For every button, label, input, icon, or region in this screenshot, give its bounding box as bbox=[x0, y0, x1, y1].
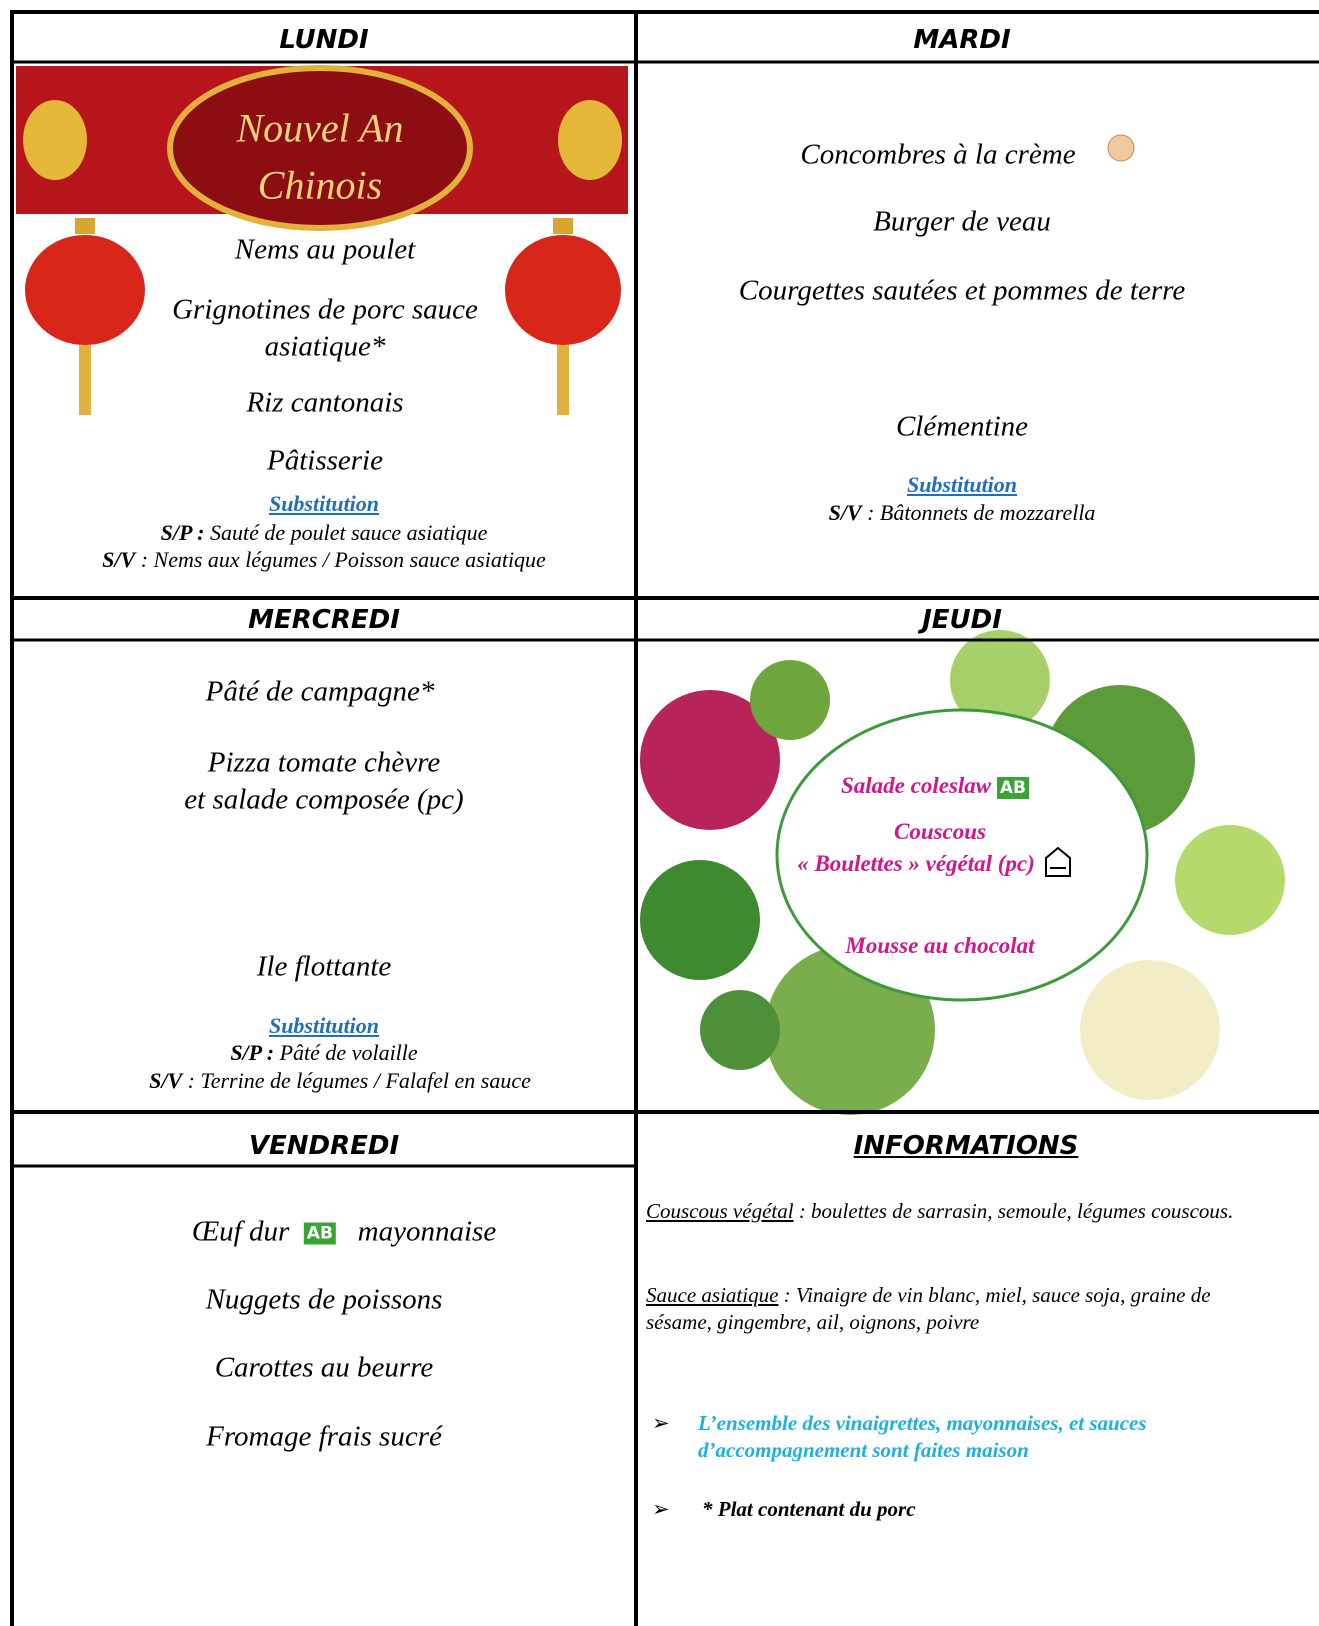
text: : Bâtonnets de mozzarella bbox=[861, 500, 1096, 525]
menu-item: Salade coleslaw AB bbox=[840, 773, 1030, 799]
banner-text: Nouvel An bbox=[236, 105, 404, 151]
menu-item: Fromage frais sucré bbox=[206, 1420, 442, 1453]
menu-item: Pâtisserie bbox=[267, 444, 383, 477]
rabbit bbox=[23, 100, 87, 180]
day-header: LUNDI bbox=[279, 25, 369, 55]
text: Salade coleslaw bbox=[840, 773, 992, 798]
text: Œuf dur bbox=[191, 1215, 290, 1248]
substitution-title[interactable]: Substitution bbox=[268, 1013, 380, 1038]
table-lines bbox=[10, 10, 1319, 1626]
info-bullet: ➢ L’ensemble des vinaigrettes, mayonnaise… bbox=[652, 1410, 1232, 1464]
text: Sauté de poulet sauce asiatique bbox=[204, 520, 488, 545]
banner-frame bbox=[167, 65, 473, 231]
menu-item: Concombres à la crème bbox=[800, 138, 1076, 171]
term: Sauce asiatique bbox=[646, 1283, 779, 1307]
menu-item: Ile flottante bbox=[256, 950, 392, 983]
text: : boulettes de sarrasin, semoule, légume… bbox=[793, 1199, 1234, 1223]
menu-item: Burger de veau bbox=[873, 205, 1051, 238]
label: S/P : bbox=[230, 1040, 275, 1065]
vegetables bbox=[640, 630, 1285, 1115]
day-header: MERCREDI bbox=[248, 605, 400, 635]
substitution-title[interactable]: Substitution bbox=[268, 491, 380, 516]
substitution-line: S/V : Bâtonnets de mozzarella bbox=[829, 500, 1096, 526]
menu-item: Carottes au beurre bbox=[214, 1351, 434, 1384]
substitution-line: S/V : Terrine de légumes / Falafel en sa… bbox=[149, 1068, 531, 1094]
icon bbox=[1107, 134, 1135, 162]
info-note: Couscous végétal : boulettes de sarrasin… bbox=[646, 1198, 1286, 1225]
lantern bbox=[25, 218, 145, 415]
text: mayonnaise bbox=[357, 1215, 497, 1248]
menu-item: Nems au poulet bbox=[234, 233, 416, 266]
text: * Plat contenant du porc bbox=[702, 1497, 916, 1521]
menu-item: Riz cantonais bbox=[246, 386, 404, 419]
text: Pâté de volaille bbox=[274, 1040, 418, 1065]
menu-item: « Boulettes » végétal (pc) bbox=[797, 851, 1035, 876]
substitution-line: S/V : Nems aux légumes / Poisson sauce a… bbox=[102, 547, 546, 573]
label: S/P : bbox=[160, 520, 205, 545]
text: : Vinaigre de vin blanc, miel, sauce soj… bbox=[646, 1283, 1211, 1334]
bio-logo: AB bbox=[996, 776, 1030, 799]
info-header: INFORMATIONS bbox=[853, 1131, 1079, 1161]
menu-item: Mousse au chocolat bbox=[845, 933, 1035, 958]
lantern bbox=[505, 218, 621, 415]
day-header: VENDREDI bbox=[248, 1131, 400, 1161]
day-header: JEUDI bbox=[922, 605, 1002, 635]
rabbit bbox=[558, 100, 622, 180]
menu-item: Clémentine bbox=[895, 410, 1029, 443]
menu-item: Grignotines de porc sauce bbox=[172, 293, 478, 326]
label: S/V bbox=[828, 500, 862, 525]
menu-item: et salade composée (pc) bbox=[184, 783, 464, 816]
info-note: Sauce asiatique : Vinaigre de vin blanc,… bbox=[646, 1282, 1246, 1336]
text: L’ensemble des vinaigrettes, mayonnaises… bbox=[698, 1411, 1147, 1462]
info-bullet: ➢ * Plat contenant du porc bbox=[652, 1496, 1232, 1523]
substitution-title[interactable]: Substitution bbox=[906, 472, 1018, 497]
substitution-line: S/P : Pâté de volaille bbox=[230, 1040, 417, 1066]
text: : Nems aux légumes / Poisson sauce asiat… bbox=[135, 547, 546, 572]
menu-item: asiatique* bbox=[264, 330, 386, 363]
substitution-line: S/P : Sauté de poulet sauce asiatique bbox=[161, 520, 488, 546]
menu-item: Pâté de campagne* bbox=[205, 675, 435, 708]
icon bbox=[1045, 846, 1071, 877]
menu-item: Œuf dur AB mayonnaise bbox=[192, 1216, 496, 1249]
menu-item: Courgettes sautées et pommes de terre bbox=[738, 274, 1186, 307]
bio-logo: AB bbox=[303, 1222, 336, 1245]
label: S/V bbox=[149, 1068, 183, 1093]
banner-text: Chinois bbox=[257, 162, 383, 208]
label: S/V bbox=[102, 547, 136, 572]
menu-item: Pizza tomate chèvre bbox=[207, 746, 441, 779]
term: Couscous végétal bbox=[646, 1199, 794, 1223]
day-header: MARDI bbox=[913, 25, 1011, 55]
menu-item: Couscous bbox=[893, 819, 987, 844]
menu-item: Nuggets de poissons bbox=[205, 1283, 443, 1316]
text: : Terrine de légumes / Falafel en sauce bbox=[182, 1068, 531, 1093]
